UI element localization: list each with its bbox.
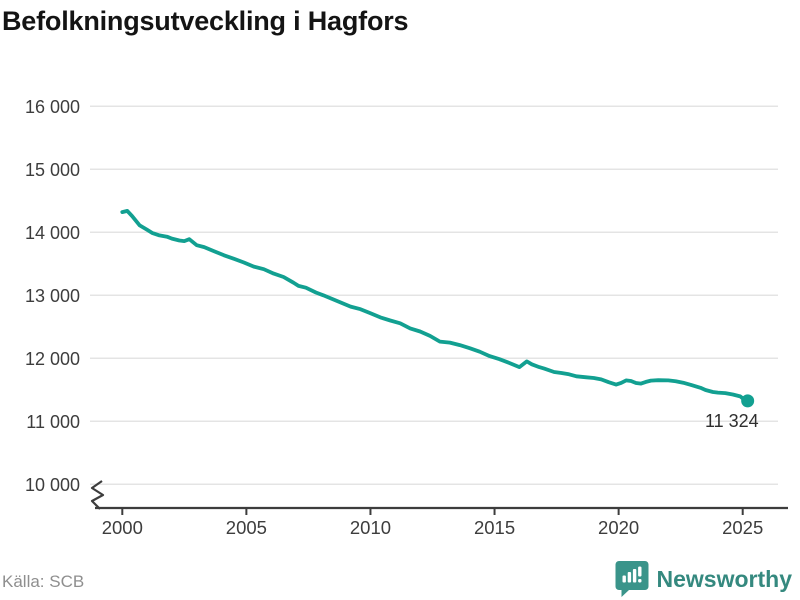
logo-exclamation-dot bbox=[637, 579, 642, 583]
y-axis-tick-label: 12 000 bbox=[25, 349, 80, 369]
logo-bar-medium bbox=[627, 572, 631, 583]
page-title: Befolkningsutveckling i Hagfors bbox=[2, 6, 409, 36]
x-axis-tick-label: 2020 bbox=[598, 517, 639, 538]
x-axis-tick-label: 2005 bbox=[226, 517, 267, 538]
y-axis-tick-label: 16 000 bbox=[25, 97, 80, 117]
y-axis-tick-label: 11 000 bbox=[26, 412, 80, 432]
x-axis-tick-label: 2000 bbox=[102, 517, 143, 538]
y-axis-tick-label: 13 000 bbox=[25, 286, 80, 306]
logo-bubble bbox=[615, 561, 649, 597]
newsworthy-logo-text: Newsworthy bbox=[656, 565, 792, 592]
x-axis-tick-label: 2025 bbox=[722, 517, 763, 538]
source-note: Källa: SCB bbox=[2, 572, 85, 591]
logo-bar-small bbox=[622, 575, 626, 583]
y-axis-tick-label: 14 000 bbox=[25, 223, 80, 243]
latest-value-label: 11 324 bbox=[705, 411, 759, 431]
logo-bar-tall bbox=[632, 569, 636, 583]
latest-point-marker bbox=[741, 394, 755, 408]
newsworthy-logo: Newsworthy bbox=[615, 560, 792, 598]
y-axis-tick-label: 15 000 bbox=[25, 160, 80, 180]
x-axis-tick-label: 2010 bbox=[350, 517, 391, 538]
newsworthy-logo-icon bbox=[615, 561, 649, 597]
population-line bbox=[120, 209, 750, 403]
y-axis-tick-label: 10 000 bbox=[25, 475, 80, 495]
x-axis-tick-label: 2015 bbox=[474, 517, 515, 538]
logo-exclamation-bar bbox=[637, 566, 642, 577]
axis-break-icon bbox=[90, 480, 105, 510]
